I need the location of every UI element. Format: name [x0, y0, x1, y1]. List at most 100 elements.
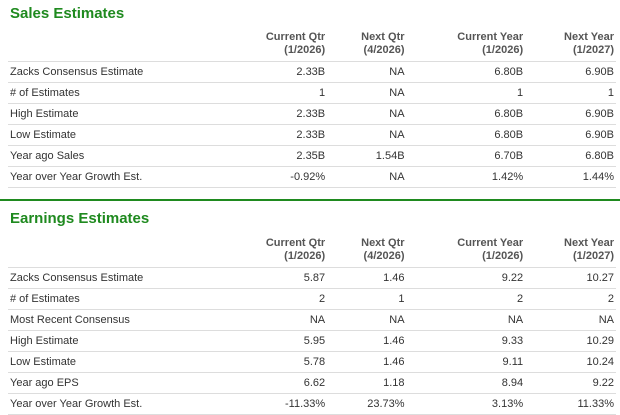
column-header: Next Qtr (4/2026) — [327, 30, 407, 62]
cell-value: 1.46 — [327, 267, 407, 289]
table-row: High Estimate 2.33B NA 6.80B 6.90B — [8, 103, 616, 125]
table-row: Year over Year Growth Est. -0.92% NA 1.42% 1… — [8, 166, 616, 188]
cell-value: 9.11 — [406, 351, 526, 373]
cell-value: 2.33B — [220, 61, 328, 83]
column-header: Current Qtr (1/2026) — [220, 236, 328, 268]
row-label: High Estimate — [8, 330, 220, 352]
table-row: # of Estimates 1 NA 1 1 — [8, 82, 616, 104]
table-row: Zacks Consensus Estimate 5.87 1.46 9.22 10.2… — [8, 267, 616, 289]
header-row: Current Qtr (1/2026) Next Qtr (4/2026) Curre… — [8, 236, 616, 268]
cell-value: 9.33 — [406, 330, 526, 352]
cell-value: NA — [327, 124, 407, 146]
sales-estimates-title: Sales Estimates — [10, 5, 125, 22]
cell-value: 2 — [220, 288, 328, 310]
column-header: Current Year (1/2026) — [406, 236, 526, 268]
cell-value: 6.80B — [406, 124, 526, 146]
column-period: Next Year — [564, 31, 614, 43]
cell-value: 6.70B — [406, 145, 526, 167]
section-divider — [0, 199, 620, 201]
column-period: Current Year — [457, 31, 524, 43]
cell-value: NA — [406, 309, 526, 331]
table-row: # of Estimates 2 1 2 2 — [8, 288, 616, 310]
cell-value: 11.33% — [525, 393, 616, 415]
sales-estimates-table: Current Qtr (1/2026) Next Qtr (4/2026) Curre… — [8, 30, 616, 188]
cell-value: 6.80B — [406, 61, 526, 83]
cell-value: 10.29 — [525, 330, 616, 352]
cell-value: NA — [220, 309, 328, 331]
cell-value: 1.46 — [327, 330, 407, 352]
cell-value: NA — [327, 61, 407, 83]
table-row: Year ago Sales 2.35B 1.54B 6.70B 6.80B — [8, 145, 616, 167]
row-label: Low Estimate — [8, 124, 220, 146]
row-label: Zacks Consensus Estimate — [8, 61, 220, 83]
cell-value: 5.87 — [220, 267, 328, 289]
cell-value: 10.24 — [525, 351, 616, 373]
column-header: Current Year (1/2026) — [406, 30, 526, 62]
cell-value: NA — [525, 309, 616, 331]
column-period: Next Year — [564, 237, 614, 249]
cell-value: 6.90B — [525, 124, 616, 146]
table-row: Most Recent Consensus NA NA NA NA — [8, 309, 616, 331]
cell-value: 1.54B — [327, 145, 407, 167]
column-header: Current Qtr (1/2026) — [220, 30, 328, 62]
row-label: # of Estimates — [8, 288, 220, 310]
cell-value: 2.33B — [220, 124, 328, 146]
table-row: High Estimate 5.95 1.46 9.33 10.29 — [8, 330, 616, 352]
cell-value: 10.27 — [525, 267, 616, 289]
cell-value: 1.44% — [525, 166, 616, 188]
column-date: (4/2026) — [363, 250, 405, 262]
row-label: Low Estimate — [8, 351, 220, 373]
column-header: Next Year (1/2027) — [525, 30, 616, 62]
cell-value: 2.33B — [220, 103, 328, 125]
cell-value: 6.80B — [406, 103, 526, 125]
cell-value: NA — [327, 82, 407, 104]
table-row: Low Estimate 2.33B NA 6.80B 6.90B — [8, 124, 616, 146]
cell-value: 23.73% — [327, 393, 407, 415]
cell-value: 2.35B — [220, 145, 328, 167]
cell-value: -0.92% — [220, 166, 328, 188]
earnings-estimates-table: Current Qtr (1/2026) Next Qtr (4/2026) Curre… — [8, 236, 616, 415]
row-label: Zacks Consensus Estimate — [8, 267, 220, 289]
cell-value: 1 — [220, 82, 328, 104]
cell-value: NA — [327, 103, 407, 125]
cell-value: 8.94 — [406, 372, 526, 394]
column-period: Current Year — [457, 237, 524, 249]
column-period: Current Qtr — [265, 31, 326, 43]
cell-value: 1.42% — [406, 166, 526, 188]
table-row: Zacks Consensus Estimate 2.33B NA 6.80B 6.90… — [8, 61, 616, 83]
cell-value: 2 — [406, 288, 526, 310]
cell-value: NA — [327, 166, 407, 188]
column-header: Next Qtr (4/2026) — [327, 236, 407, 268]
row-label: High Estimate — [8, 103, 220, 125]
cell-value: 6.80B — [525, 145, 616, 167]
column-period: Next Qtr — [361, 237, 405, 249]
cell-value: NA — [327, 309, 407, 331]
cell-value: 9.22 — [525, 372, 616, 394]
cell-value: 6.62 — [220, 372, 328, 394]
cell-value: 6.90B — [525, 103, 616, 125]
cell-value: 3.13% — [406, 393, 526, 415]
column-period: Current Qtr — [265, 237, 326, 249]
column-date: (1/2026) — [284, 44, 326, 56]
cell-value: 5.78 — [220, 351, 328, 373]
column-date: (4/2026) — [363, 44, 405, 56]
row-label: Year over Year Growth Est. — [8, 166, 220, 188]
column-period: Next Qtr — [361, 31, 405, 43]
table-row: Year over Year Growth Est. -11.33% 23.73% 3… — [8, 393, 616, 415]
cell-value: -11.33% — [220, 393, 328, 415]
cell-value: 1 — [406, 82, 526, 104]
cell-value: 9.22 — [406, 267, 526, 289]
column-header: Next Year (1/2027) — [525, 236, 616, 268]
column-date: (1/2026) — [482, 250, 524, 262]
cell-value: 5.95 — [220, 330, 328, 352]
table-row: Year ago EPS 6.62 1.18 8.94 9.22 — [8, 372, 616, 394]
cell-value: 1 — [327, 288, 407, 310]
row-label: Year ago EPS — [8, 372, 220, 394]
row-label: Year ago Sales — [8, 145, 220, 167]
column-date: (1/2027) — [573, 250, 614, 262]
cell-value: 1.46 — [327, 351, 407, 373]
row-label: Year over Year Growth Est. — [8, 393, 220, 415]
row-label: Most Recent Consensus — [8, 309, 220, 331]
column-date: (1/2026) — [284, 250, 326, 262]
cell-value: 2 — [525, 288, 616, 310]
